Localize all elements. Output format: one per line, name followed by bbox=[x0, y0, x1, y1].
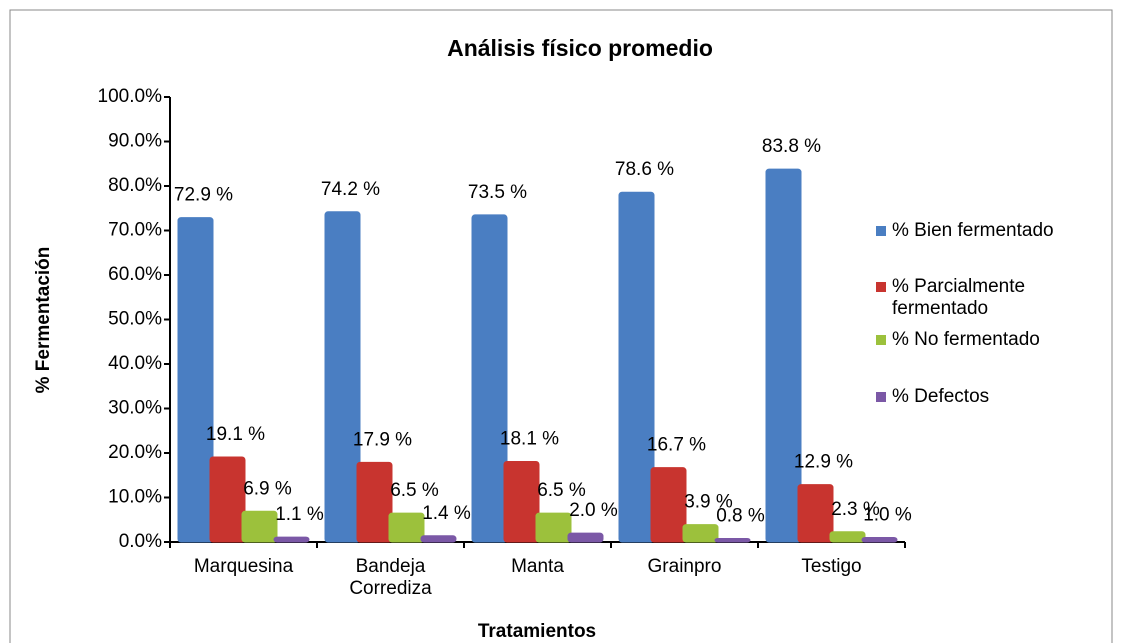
data-label: 73.5 % bbox=[468, 182, 527, 203]
legend-label: % Bien fermentado bbox=[892, 220, 1054, 241]
bar bbox=[356, 461, 393, 543]
legend-label: % Parcialmente fermentado bbox=[892, 276, 1026, 319]
y-tick-label: 0.0% bbox=[119, 531, 162, 552]
bar bbox=[177, 217, 214, 543]
data-label: 2.3 % bbox=[831, 499, 880, 520]
bar bbox=[241, 510, 278, 543]
legend-swatch bbox=[876, 282, 886, 292]
data-label: 6.5 % bbox=[390, 480, 439, 501]
bar bbox=[765, 168, 802, 543]
data-label: 0.8 % bbox=[716, 505, 765, 526]
x-tick-label: Marquesina bbox=[193, 556, 294, 577]
data-label: 72.9 % bbox=[174, 185, 233, 206]
y-tick-label: 100.0% bbox=[98, 86, 163, 107]
y-tick-label: 30.0% bbox=[108, 398, 162, 419]
bar bbox=[682, 524, 719, 543]
data-label: 78.6 % bbox=[615, 159, 674, 180]
data-label: 3.9 % bbox=[684, 492, 733, 513]
y-tick-label: 60.0% bbox=[108, 264, 162, 285]
data-label: 1.0 % bbox=[863, 505, 912, 526]
x-tick-label: Manta bbox=[511, 556, 564, 577]
bar bbox=[618, 191, 655, 543]
bar bbox=[567, 532, 604, 543]
bar bbox=[324, 211, 361, 543]
data-label: 2.0 % bbox=[569, 500, 618, 521]
data-label: 19.1 % bbox=[206, 424, 265, 445]
y-tick-label: 10.0% bbox=[108, 487, 162, 508]
bar bbox=[829, 531, 866, 543]
bar bbox=[388, 512, 425, 543]
bar bbox=[503, 460, 540, 543]
bar bbox=[535, 512, 572, 543]
data-label: 1.1 % bbox=[275, 504, 324, 525]
x-tick-label: Grainpro bbox=[647, 556, 722, 577]
legend-label: % Defectos bbox=[892, 386, 990, 407]
y-tick-label: 40.0% bbox=[108, 353, 162, 374]
data-label: 12.9 % bbox=[794, 452, 853, 473]
bar bbox=[420, 535, 457, 543]
bar bbox=[471, 214, 508, 543]
data-label: 83.8 % bbox=[762, 136, 821, 157]
y-axis-title: % Fermentación bbox=[33, 247, 54, 394]
bar bbox=[714, 537, 751, 543]
legend-label: % No fermentado bbox=[892, 329, 1040, 350]
y-tick-label: 90.0% bbox=[108, 131, 162, 152]
data-label: 17.9 % bbox=[353, 429, 412, 450]
legend-swatch bbox=[876, 392, 886, 402]
bar bbox=[650, 467, 687, 543]
y-tick-label: 70.0% bbox=[108, 220, 162, 241]
bar bbox=[797, 484, 834, 543]
data-label: 6.9 % bbox=[243, 478, 292, 499]
data-label: 74.2 % bbox=[321, 179, 380, 200]
y-tick-label: 80.0% bbox=[108, 175, 162, 196]
bar bbox=[861, 537, 898, 543]
data-label: 16.7 % bbox=[647, 435, 706, 456]
chart-title: Análisis físico promedio bbox=[447, 35, 713, 61]
x-tick-label: Bandeja Corrediza bbox=[349, 556, 432, 599]
bar bbox=[209, 456, 246, 543]
chart-border bbox=[9, 9, 1113, 643]
x-axis-title: Tratamientos bbox=[478, 621, 596, 642]
data-label: 1.4 % bbox=[422, 503, 471, 524]
y-tick-label: 50.0% bbox=[108, 309, 162, 330]
x-tick-label: Testigo bbox=[801, 556, 862, 577]
legend-swatch bbox=[876, 335, 886, 345]
data-label: 18.1 % bbox=[500, 428, 559, 449]
legend-swatch bbox=[876, 226, 886, 236]
bar bbox=[273, 536, 310, 543]
data-label: 6.5 % bbox=[537, 480, 586, 501]
y-tick-label: 20.0% bbox=[108, 442, 162, 463]
